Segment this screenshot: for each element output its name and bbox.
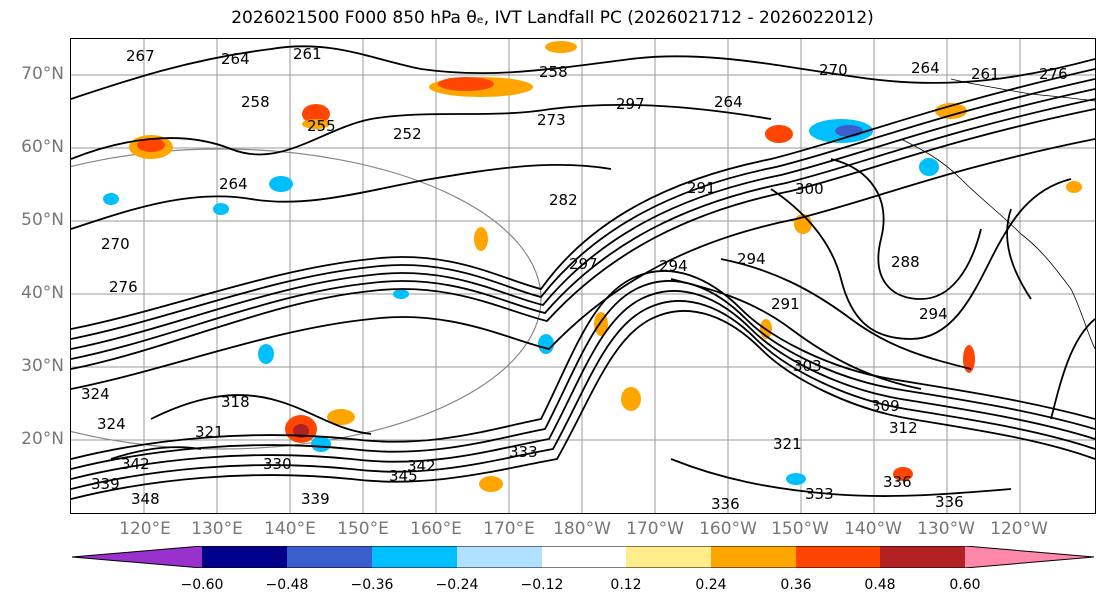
contour-label: 267 [126, 47, 155, 65]
lat-label-60n: 60°N [21, 137, 64, 157]
colorbar-tick: −0.24 [435, 577, 479, 593]
contour-label: 264 [714, 93, 743, 111]
contour-label: 282 [549, 191, 578, 209]
colorbar-segment [796, 546, 880, 568]
contour-label: 303 [793, 357, 822, 375]
colorbar-segment [626, 546, 711, 568]
contour-label: 339 [301, 490, 330, 508]
contour-label: 342 [121, 455, 150, 473]
contour-label: 264 [219, 175, 248, 193]
contour-label: 276 [109, 278, 138, 296]
contour-label: 258 [241, 93, 270, 111]
contour-label: 261 [293, 45, 322, 63]
contour-label: 333 [509, 443, 538, 461]
contour-label: 276 [1039, 65, 1068, 83]
colorbar-segment [287, 546, 372, 568]
lon-label-180w: 180°W [553, 519, 611, 539]
contour-label: 270 [101, 235, 130, 253]
contour-label: 273 [537, 111, 566, 129]
contour-label: 336 [711, 495, 740, 513]
lon-label-120e: 120°E [119, 519, 171, 539]
contour-label: 300 [795, 180, 824, 198]
colorbar-segment [72, 546, 202, 568]
lon-label-120w: 120°W [990, 519, 1048, 539]
contour-label: 324 [97, 415, 126, 433]
colorbar-tick: 0.48 [864, 577, 896, 593]
lon-label-140w: 140°W [844, 519, 902, 539]
contour-label: 258 [539, 63, 568, 81]
contour-label: 291 [687, 179, 716, 197]
colorbar-tick: −0.36 [350, 577, 394, 593]
contour-label: 291 [771, 295, 800, 313]
contour-label: 339 [91, 475, 120, 493]
lat-label-50n: 50°N [21, 210, 64, 230]
contour-label: 255 [307, 117, 336, 135]
lat-label-40n: 40°N [21, 283, 64, 303]
contour-label: 288 [891, 253, 920, 271]
contour-label: 294 [659, 257, 688, 275]
colorbar-segment [711, 546, 796, 568]
colorbar-tick: −0.48 [265, 577, 309, 593]
colorbar-tick: 0.12 [610, 577, 642, 593]
lon-label-160w: 160°W [699, 519, 757, 539]
colorbar-segment [202, 546, 287, 568]
contour-label: 261 [971, 65, 1000, 83]
theta-e-contours [71, 45, 1095, 500]
contour-label: 330 [263, 455, 292, 473]
contour-label: 252 [393, 125, 422, 143]
colorbar-tick: 0.60 [949, 577, 981, 593]
map-panel: 267 264 261 258 255 252 264 270 276 258 … [70, 38, 1096, 514]
contour-label: 309 [871, 397, 900, 415]
contour-label: 297 [569, 255, 598, 273]
colorbar [72, 546, 1094, 568]
lon-label-150e: 150°E [337, 519, 389, 539]
colorbar-segment [457, 546, 542, 568]
colorbar-segment [542, 546, 626, 568]
colorbar-tick: −0.60 [180, 577, 224, 593]
lon-label-130e: 130°E [191, 519, 243, 539]
contour-label: 264 [221, 50, 250, 68]
contour-label: 294 [919, 305, 948, 323]
contour-label: 297 [616, 95, 645, 113]
colorbar-tick: −0.12 [520, 577, 564, 593]
lon-label-140e: 140°E [264, 519, 316, 539]
contour-label: 342 [407, 457, 436, 475]
lon-label-160e: 160°E [410, 519, 462, 539]
colorbar-segment [372, 546, 457, 568]
lat-label-20n: 20°N [21, 429, 64, 449]
contour-label: 336 [883, 473, 912, 491]
colorbar-segment [965, 546, 1094, 568]
contour-label: 348 [131, 490, 160, 508]
contour-label: 270 [819, 61, 848, 79]
lat-label-70n: 70°N [21, 64, 64, 84]
colorbar-tick: 0.36 [780, 577, 812, 593]
contour-label: 294 [737, 250, 766, 268]
coastlines [900, 78, 1095, 350]
contour-label: 312 [889, 419, 918, 437]
lon-label-150w: 150°W [771, 519, 829, 539]
circle-outline [71, 148, 542, 450]
map-title: 2026021500 F000 850 hPa θₑ, IVT Landfall… [231, 8, 874, 28]
contour-label: 336 [935, 493, 964, 511]
lon-label-130w: 130°W [917, 519, 975, 539]
contour-label: 321 [773, 435, 802, 453]
lon-label-170e: 170°E [483, 519, 535, 539]
contour-label: 321 [195, 423, 224, 441]
colorbar-tick: 0.24 [695, 577, 727, 593]
contour-label: 318 [221, 393, 250, 411]
lat-label-30n: 30°N [21, 356, 64, 376]
contour-label: 333 [805, 485, 834, 503]
contour-label: 264 [911, 59, 940, 77]
contour-label: 345 [389, 467, 418, 485]
map-canvas: 267 264 261 258 255 252 264 270 276 258 … [71, 39, 1095, 513]
lon-label-170w: 170°W [626, 519, 684, 539]
contour-label: 324 [81, 385, 110, 403]
colorbar-segment [880, 546, 965, 568]
